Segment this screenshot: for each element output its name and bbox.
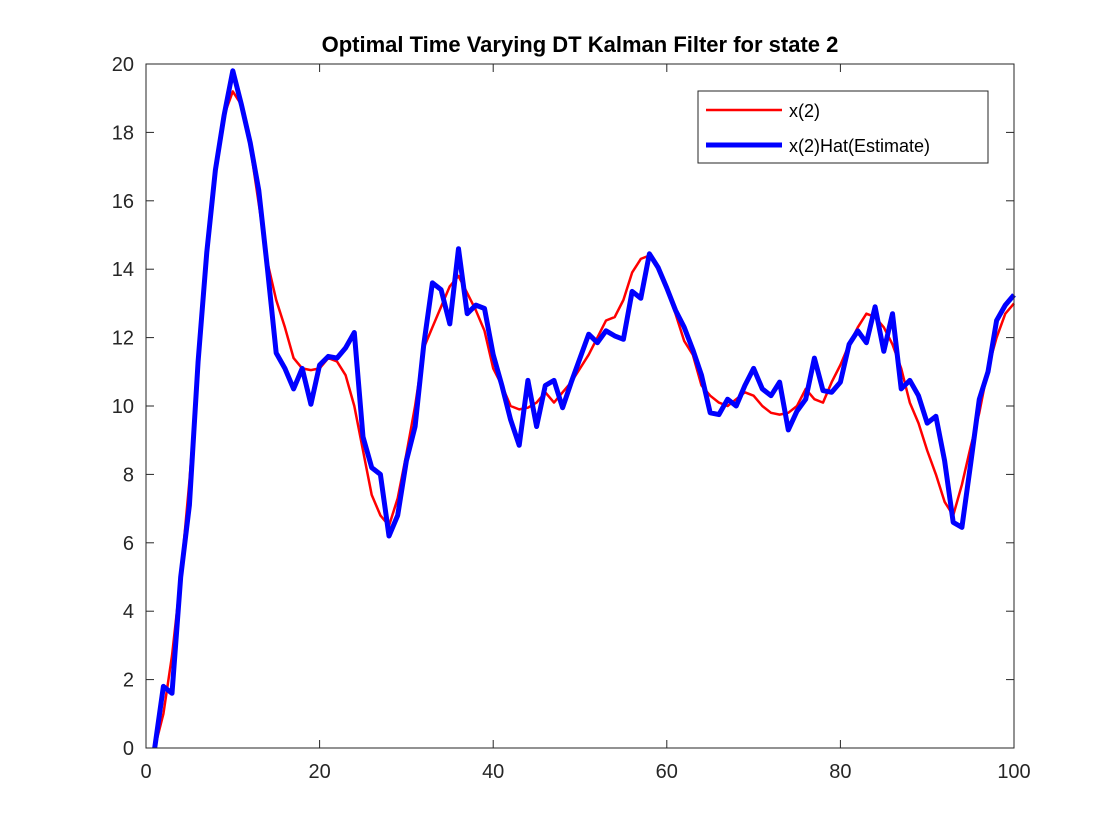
- x-tick-label: 60: [656, 761, 678, 783]
- y-tick-label: 4: [123, 601, 134, 623]
- series-line-x2hat-estimate: [152, 68, 1016, 749]
- x-tick-label: 0: [140, 761, 151, 783]
- chart-title: Optimal Time Varying DT Kalman Filter fo…: [322, 32, 839, 57]
- y-tick-label: 0: [123, 738, 134, 760]
- legend-box: [697, 90, 989, 164]
- y-tick-label: 18: [112, 122, 134, 144]
- x-tick-label: 40: [482, 761, 504, 783]
- x-tick-label: 80: [829, 761, 851, 783]
- series-layer: [152, 68, 1016, 749]
- y-tick-label: 20: [112, 54, 134, 76]
- legend-label-x2: x(2): [789, 101, 820, 121]
- y-tick-label: 16: [112, 191, 134, 213]
- y-tick-label: 8: [123, 464, 134, 486]
- x-tick-label: 100: [997, 761, 1030, 783]
- y-tick-label: 10: [112, 396, 134, 418]
- y-tick-label: 12: [112, 328, 134, 350]
- y-tick-label: 2: [123, 670, 134, 692]
- axis-ticks: 0 20 40 60 80 100 0 2 4 6 8 10 12 14 16 18 20: [112, 54, 1031, 783]
- y-tick-label: 6: [123, 533, 134, 555]
- y-tick-label: 14: [112, 259, 134, 281]
- legend: x(2) x(2)Hat(Estimate): [697, 90, 989, 164]
- legend-label-x2hat: x(2)Hat(Estimate): [789, 136, 930, 156]
- x-tick-label: 20: [308, 761, 330, 783]
